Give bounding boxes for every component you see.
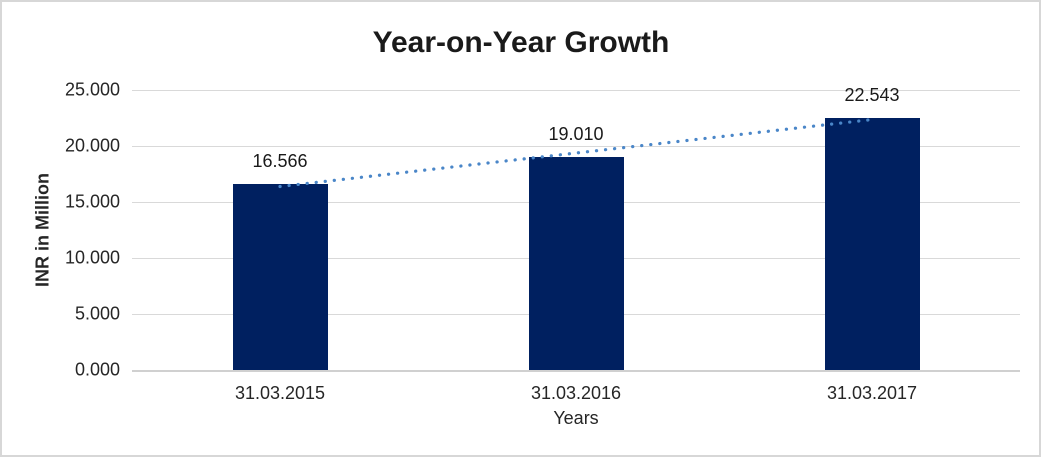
y-tick-label: 0.000 bbox=[74, 359, 120, 380]
y-tick-label: 15.000 bbox=[64, 191, 120, 212]
gridline bbox=[132, 90, 1020, 91]
y-tick-label: 25.000 bbox=[64, 79, 120, 100]
y-axis-title: INR in Million bbox=[32, 173, 53, 287]
x-tick-label: 31.03.2016 bbox=[530, 383, 622, 403]
y-tick-label: 10.000 bbox=[64, 247, 120, 268]
bar-value-label: 16.566 bbox=[252, 151, 308, 172]
x-tick-label: 31.03.2017 bbox=[826, 383, 918, 403]
bar-value-label: 19.010 bbox=[548, 124, 604, 145]
bar-31.03.2017 bbox=[824, 117, 920, 370]
bar-value-label: 22.543 bbox=[844, 84, 900, 105]
y-tick-label: 20.000 bbox=[64, 135, 120, 156]
x-axis-line bbox=[132, 370, 1020, 372]
chart-title: Year-on-Year Growth bbox=[372, 26, 670, 59]
bar-31.03.2015 bbox=[232, 184, 328, 370]
bar-31.03.2016 bbox=[528, 157, 624, 370]
x-tick-label: 31.03.2015 bbox=[234, 383, 326, 403]
x-axis-title: Years bbox=[553, 408, 599, 428]
y-tick-label: 5.000 bbox=[74, 303, 120, 324]
